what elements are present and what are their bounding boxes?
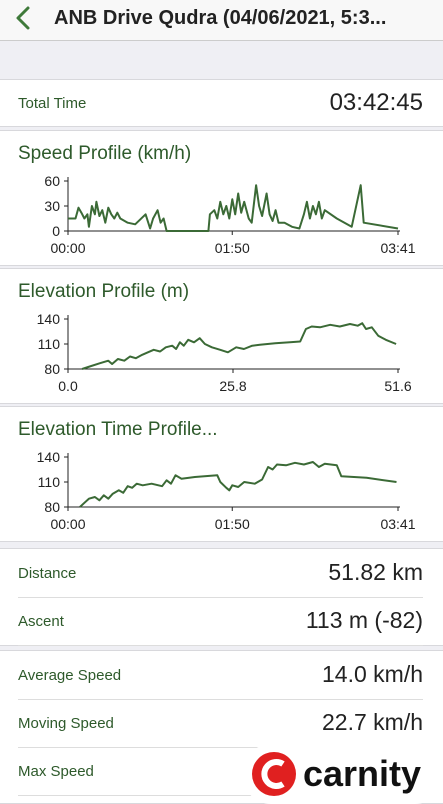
stats-group: Distance 51.82 km Ascent 113 m (-82) (0, 548, 443, 646)
x-tick-label: 0.0 (58, 378, 78, 394)
total-time-row: Total Time 03:42:45 (0, 79, 443, 127)
stat-value: 51.82 km (328, 559, 423, 585)
y-tick-label: 140 (37, 449, 61, 465)
chart-title: Elevation Profile (m) (18, 281, 189, 302)
chart: Speed Profile (km/h) 0 30 60 00:00 01:50 03:41 (18, 143, 416, 256)
chart-card: Elevation Profile (m) 80 110 140 0.0 25.8 51.6 (0, 268, 443, 404)
y-tick-label: 80 (44, 499, 60, 515)
x-tick-label: 00:00 (50, 240, 85, 256)
x-tick-label: 01:50 (215, 516, 250, 532)
stat-label: Distance (18, 565, 77, 582)
chart-title: Speed Profile (km/h) (18, 143, 191, 164)
y-tick-label: 30 (44, 198, 60, 214)
chart-card: Speed Profile (km/h) 0 30 60 00:00 01:50 03:41 (0, 130, 443, 266)
x-tick-label: 25.8 (219, 378, 246, 394)
value: 03:42:45 (329, 89, 423, 116)
x-tick-label: 01:50 (215, 240, 250, 256)
x-tick-label: 51.6 (384, 378, 411, 394)
data-line (81, 322, 397, 370)
stat-value: 14.0 km/h (322, 661, 423, 687)
header: ANB Drive Qudra (04/06/2021, 5:3... (0, 0, 443, 41)
x-tick-label: 03:41 (380, 240, 415, 256)
y-tick-label: 80 (44, 361, 60, 377)
y-tick-label: 60 (44, 173, 60, 189)
back-button[interactable] (8, 0, 38, 40)
x-tick-label: 03:41 (380, 516, 415, 532)
stat-row: Distance 51.82 km (18, 549, 423, 598)
y-tick-label: 140 (37, 311, 61, 327)
stat-value: 113 m (-82) (305, 607, 423, 633)
stat-value: 22.7 km/h (322, 709, 423, 735)
stat-row: Moving Speed 22.7 km/h (18, 699, 423, 748)
stat-row: Ascent 113 m (-82) (18, 597, 423, 646)
data-line (68, 184, 399, 232)
y-tick-label: 0 (52, 223, 60, 239)
brand-name: carnity (303, 753, 421, 794)
chart-card: Elevation Time Profile... 80 110 140 00:00 01… (0, 406, 443, 542)
y-tick-label: 110 (38, 336, 61, 352)
stat-label: Average Speed (18, 667, 122, 684)
stat-label: Max Speed (18, 763, 94, 780)
stat-row: Average Speed 14.0 km/h (18, 651, 423, 700)
header-title: ANB Drive Qudra (04/06/2021, 5:3... (54, 7, 387, 29)
stat-row: Max Speed (18, 747, 423, 796)
x-tick-label: 00:00 (50, 516, 85, 532)
chart: Elevation Time Profile... 80 110 140 00:00 01… (18, 419, 416, 532)
chart-title: Elevation Time Profile... (18, 419, 218, 440)
stat-label: Moving Speed (18, 715, 114, 732)
label: Total Time (18, 95, 87, 112)
stat-label: Ascent (18, 613, 64, 630)
data-line (79, 461, 397, 508)
brand-logo: carnity (243, 744, 443, 804)
y-tick-label: 110 (38, 474, 61, 490)
chart: Elevation Profile (m) 80 110 140 0.0 25.8 51.6 (18, 281, 412, 394)
